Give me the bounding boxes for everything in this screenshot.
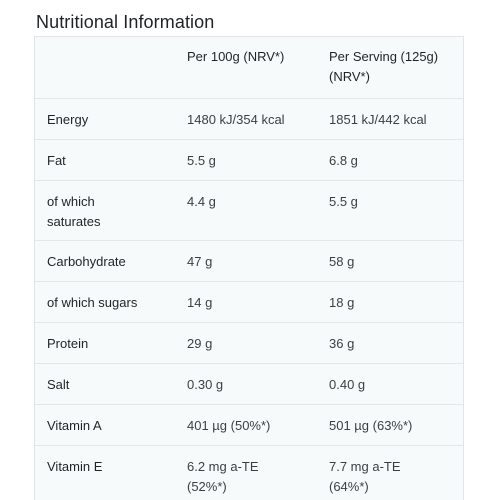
cell-vitamin-e-serving: 7.7 mg a-TE (64%*) (317, 445, 463, 500)
row-label-saturates-line1: of which (47, 193, 95, 209)
cell-vitamin-e-serving-line2: (64%*) (329, 478, 369, 494)
cell-fat-serving: 6.8 g (317, 139, 463, 181)
cell-fat-per100: 5.5 g (175, 139, 317, 181)
header-per-serving-line1: Per Serving (125g) (329, 49, 439, 64)
table-row: Energy 1480 kJ/354 kcal 1851 kJ/442 kcal (35, 98, 463, 140)
cell-salt-per100: 0.30 g (175, 363, 317, 405)
table-row: of which sugars 14 g 18 g (35, 281, 463, 323)
row-label-vitamin-e: Vitamin E (47, 458, 103, 474)
table-row: Vitamin A 401 µg (50%*) 501 µg (63%*) (35, 404, 463, 446)
nutrition-table-container: Per 100g (NRV*) Per Serving (125g) (NRV*… (34, 36, 464, 500)
table-row: Fat 5.5 g 6.8 g (35, 139, 463, 181)
row-label-vitamin-a: Vitamin A (35, 404, 175, 446)
table-row: of which saturates 4.4 g 5.5 g (35, 180, 463, 241)
row-label-carbohydrate: Carbohydrate (35, 240, 175, 282)
page-title: Nutritional Information (36, 12, 215, 32)
table-row: Vitamin E 6.2 mg a-TE (52%*) 7.7 mg a-TE… (35, 445, 463, 500)
row-label-saturates-line2: saturates (47, 213, 101, 229)
cell-energy-per100: 1480 kJ/354 kcal (175, 98, 317, 140)
cell-sugars-serving: 18 g (317, 281, 463, 323)
cell-protein-serving: 36 g (317, 322, 463, 364)
cell-energy-serving: 1851 kJ/442 kcal (317, 98, 463, 140)
cell-vitamin-e-per100-line2: (52%*) (187, 478, 227, 494)
cell-salt-serving: 0.40 g (317, 363, 463, 405)
cell-vitamin-a-per100: 401 µg (50%*) (175, 404, 317, 446)
header-empty-cell (35, 37, 175, 99)
row-label-fat: Fat (35, 139, 175, 181)
table-row: Salt 0.30 g 0.40 g (35, 363, 463, 405)
cell-vitamin-e-per100: 6.2 mg a-TE (52%*) (175, 445, 317, 500)
row-label-energy: Energy (35, 98, 175, 140)
row-label-sugars: of which sugars (35, 281, 175, 323)
row-label-protein: Protein (35, 322, 175, 364)
cell-vitamin-e-serving-line1: 7.7 mg a-TE (329, 458, 401, 474)
cell-vitamin-e-per100-line1: 6.2 mg a-TE (187, 458, 259, 474)
cell-vitamin-a-serving: 501 µg (63%*) (317, 404, 463, 446)
cell-saturates-serving: 5.5 g (317, 180, 463, 241)
header-per-100g: Per 100g (NRV*) (175, 37, 317, 99)
cell-carbohydrate-serving: 58 g (317, 240, 463, 282)
header-per-serving-line2: (NRV*) (329, 69, 370, 84)
row-label-saturates: of which saturates (35, 180, 175, 241)
cell-sugars-per100: 14 g (175, 281, 317, 323)
row-label-salt: Salt (35, 363, 175, 405)
nutrition-table: Per 100g (NRV*) Per Serving (125g) (NRV*… (35, 37, 463, 500)
table-row: Protein 29 g 36 g (35, 322, 463, 364)
table-header-row: Per 100g (NRV*) Per Serving (125g) (NRV*… (35, 37, 463, 99)
cell-protein-per100: 29 g (175, 322, 317, 364)
cell-saturates-per100: 4.4 g (175, 180, 317, 241)
table-row: Carbohydrate 47 g 58 g (35, 240, 463, 282)
header-per-serving: Per Serving (125g) (NRV*) (317, 37, 463, 99)
cell-carbohydrate-per100: 47 g (175, 240, 317, 282)
